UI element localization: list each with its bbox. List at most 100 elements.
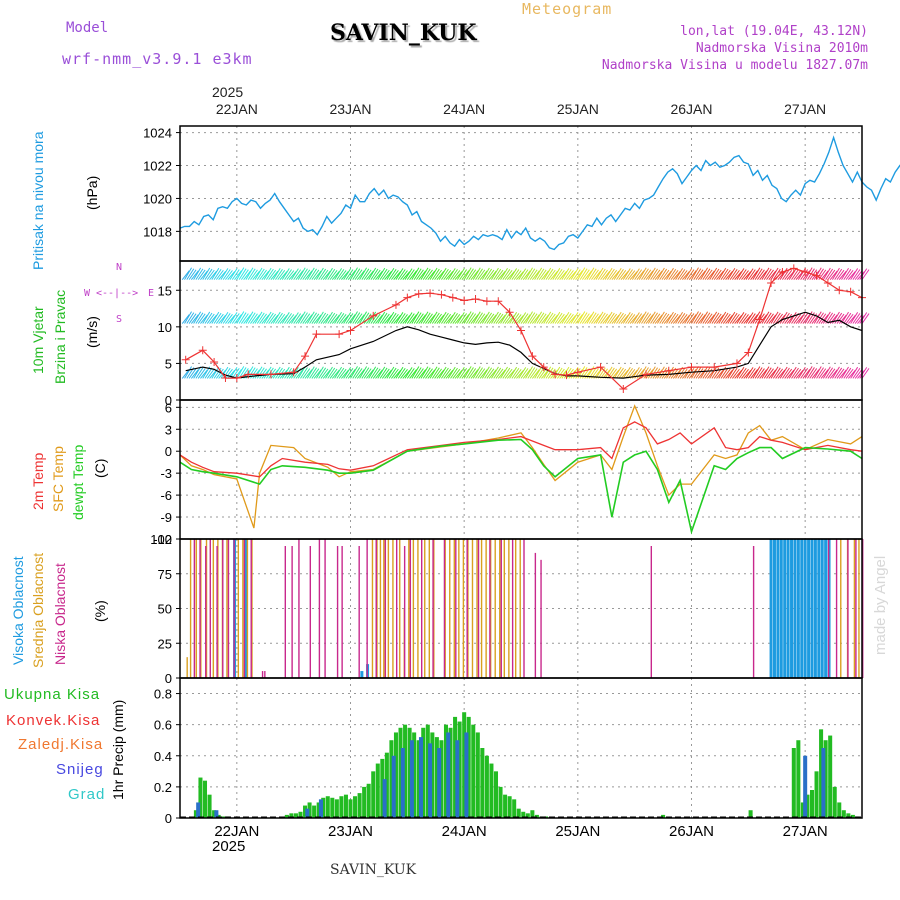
wind-barb — [656, 366, 665, 379]
precip-bar — [464, 732, 469, 818]
precip-bar — [489, 763, 494, 818]
wind-barb — [722, 368, 731, 379]
wind-barb — [613, 366, 622, 379]
wind-barb — [379, 312, 388, 324]
wind-barb — [736, 366, 745, 379]
wind-barb — [427, 270, 436, 280]
gust-marker — [426, 289, 435, 298]
wind-barb — [541, 270, 549, 280]
wind-barb — [622, 366, 631, 379]
wind-barb — [702, 312, 711, 324]
wind-barb — [813, 267, 822, 280]
wind-barb — [484, 268, 493, 280]
wind-barb — [329, 313, 338, 324]
compass-w: W — [84, 288, 91, 299]
wind-barb — [522, 270, 531, 280]
wind-barb — [536, 367, 545, 379]
wind-barb — [511, 269, 520, 280]
wind-barb — [800, 368, 809, 379]
x-tick-label-bottom: 24JAN — [442, 823, 487, 840]
wind-barb — [411, 366, 420, 379]
y-tick-label: 0 — [165, 671, 172, 686]
wind-barb — [822, 267, 831, 280]
wind-barb — [470, 369, 479, 379]
wind-barb — [345, 269, 354, 280]
wind-barb — [659, 268, 668, 280]
wind-barb — [306, 366, 315, 379]
wind-barb — [697, 270, 706, 280]
wind-barb — [413, 367, 422, 379]
wind-barb — [593, 314, 602, 324]
wind-barb — [554, 367, 563, 379]
wind-barb — [811, 369, 820, 379]
wind-barb — [454, 315, 463, 324]
wind-barb — [720, 268, 729, 280]
gust-marker — [198, 346, 207, 355]
wind-barb — [331, 270, 340, 280]
x-tick-label-top: 24JAN — [443, 101, 485, 117]
gust-marker — [391, 300, 400, 309]
wind-barb — [343, 367, 352, 379]
wind-barb — [734, 314, 743, 324]
wind-barb — [709, 267, 718, 280]
wind-barb — [631, 312, 640, 324]
precip-bar — [407, 727, 412, 818]
wind-barb — [602, 314, 611, 324]
wind-barb — [829, 369, 838, 379]
wind-barb — [404, 312, 413, 324]
wind-barb — [352, 268, 361, 280]
wind-barb — [520, 368, 529, 379]
wind-barb — [857, 271, 865, 280]
x-tick-label-top: 22JAN — [216, 101, 258, 117]
wind-barb — [534, 366, 543, 379]
wind-barb — [381, 368, 390, 379]
wind-barb — [843, 269, 852, 280]
wind-barb — [704, 368, 713, 379]
wind-barb — [477, 368, 486, 379]
wind-barb — [586, 267, 595, 280]
wind-barb — [272, 268, 281, 280]
wind-barb — [543, 311, 552, 324]
wind-barb — [581, 269, 590, 280]
wind-barb — [375, 314, 383, 324]
y-tick-label: -3 — [160, 466, 172, 481]
wind-barb — [741, 368, 749, 379]
wind-barb — [313, 270, 322, 280]
wind-barb — [238, 312, 247, 324]
gust-marker — [528, 352, 537, 361]
gust-marker — [596, 363, 605, 372]
wind-barb — [652, 368, 661, 379]
wind-barb — [297, 366, 306, 379]
gust-marker — [812, 271, 821, 280]
wind-barb — [325, 311, 333, 324]
wind-barb — [500, 366, 508, 379]
wind-barb — [857, 369, 865, 379]
wind-barb — [197, 269, 206, 280]
precip-bar — [846, 813, 851, 818]
wind-barb — [320, 313, 329, 324]
precip-bar — [448, 727, 453, 818]
precip-bar — [412, 732, 417, 818]
wind-barb — [527, 268, 536, 280]
wind-barb — [852, 367, 861, 379]
wind-barb — [209, 369, 217, 379]
wind-barb — [611, 270, 620, 280]
wind-barb — [761, 311, 770, 324]
wind-barb — [313, 369, 322, 379]
wind-barb — [732, 368, 740, 379]
wind-barb — [716, 314, 724, 324]
x-tick-label-top: 27JAN — [784, 101, 826, 117]
wind-barb — [597, 312, 606, 324]
meteogram-title: Meteogram — [522, 0, 613, 18]
wind-barb — [309, 268, 317, 280]
precip-bar — [439, 740, 444, 818]
precip-bar — [339, 796, 344, 818]
wind-barb — [377, 267, 386, 280]
precip-bar — [212, 810, 217, 818]
wind-barb — [361, 268, 370, 280]
wind-barb — [797, 268, 806, 280]
wind-barb — [377, 366, 386, 379]
wind-barb — [240, 269, 249, 280]
wind-barb — [281, 268, 290, 280]
wind-barb — [704, 313, 713, 324]
